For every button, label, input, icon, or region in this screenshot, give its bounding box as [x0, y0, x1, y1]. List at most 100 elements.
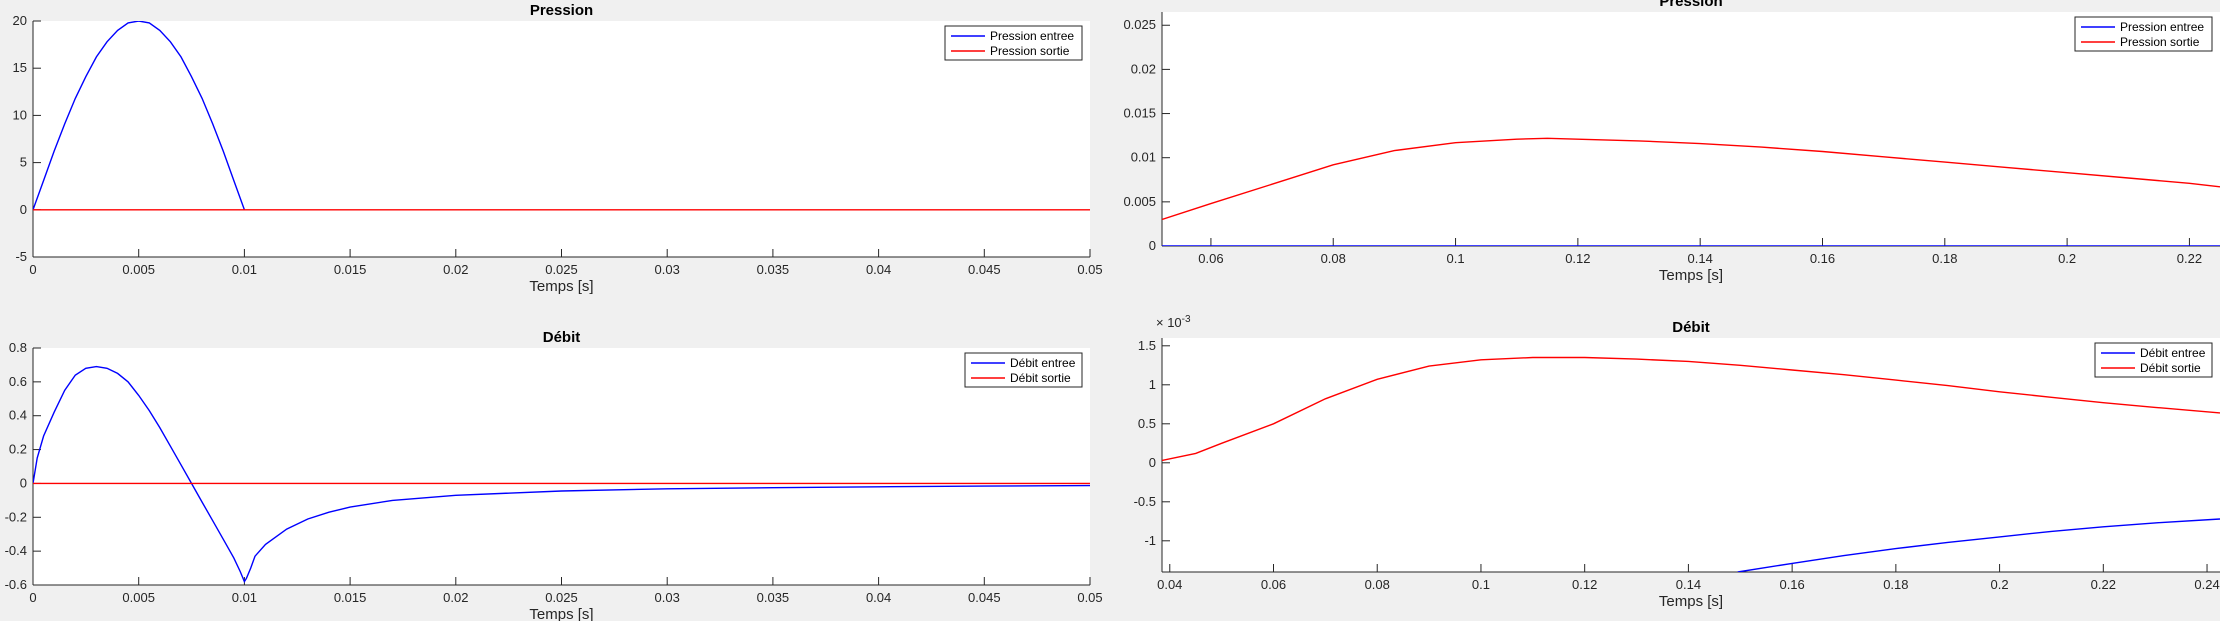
x-tick-label: 0.12: [1565, 251, 1590, 266]
x-tick-label: 0.01: [232, 590, 257, 605]
plot-area: [33, 348, 1090, 585]
x-tick-label: 0.14: [1676, 577, 1701, 592]
y-tick-label: 1: [1149, 377, 1156, 392]
x-tick-label: 0.035: [757, 262, 790, 277]
x-tick-label: 0.18: [1883, 577, 1908, 592]
x-tick-label: 0: [29, 590, 36, 605]
y-tick-label: 0.015: [1123, 106, 1156, 121]
y-tick-label: 0.005: [1123, 194, 1156, 209]
plot-area: [1162, 338, 2220, 572]
y-tick-label: 0.02: [1131, 61, 1156, 76]
x-tick-label: 0.16: [1810, 251, 1835, 266]
x-tick-label: 0.06: [1198, 251, 1223, 266]
series-line-1: [1737, 518, 2220, 572]
x-tick-label: 0.04: [1157, 577, 1182, 592]
x-tick-label: 0.1: [1472, 577, 1490, 592]
legend-entry: Pression entree: [2120, 20, 2204, 34]
y-tick-label: -0.5: [1134, 494, 1156, 509]
x-tick-label: 0.03: [655, 590, 680, 605]
x-tick-label: 0.08: [1321, 251, 1346, 266]
y-tick-label: -0.2: [5, 509, 27, 524]
x-tick-label: 0.025: [545, 262, 578, 277]
x-axis-label: Temps [s]: [529, 278, 593, 295]
y-tick-label: 5: [20, 155, 27, 170]
legend-entry: Débit sortie: [1010, 371, 1071, 385]
series-group: [1162, 356, 2220, 572]
x-tick-label: 0.22: [2091, 577, 2116, 592]
legend-box: [2094, 342, 2213, 378]
y-tick-label: 0.01: [1131, 150, 1156, 165]
y-tick-label: 1.5: [1138, 338, 1156, 353]
series-group: [1162, 137, 2220, 246]
x-tick-label: 0.2: [2058, 251, 2076, 266]
chart-title: Pression: [530, 2, 593, 19]
y-tick-label: 0.025: [1123, 17, 1156, 32]
subplot-3: Débit 0 0.005 0.01 0.015 0.02 0.025 0.03 0.035 0.…: [5, 329, 1103, 621]
x-tick-label: 0.02: [443, 590, 468, 605]
x-tick-label: 0.12: [1572, 577, 1597, 592]
legend-entry: Débit sortie: [2140, 361, 2201, 375]
y-tick-label: 0.2: [9, 442, 27, 457]
x-tick-label: 0.04: [866, 262, 891, 277]
chart-title: Pression: [1659, 0, 1722, 10]
y-tick-label: -0.4: [5, 543, 27, 558]
y-tick-label: 0.6: [9, 374, 27, 389]
x-tick-label: 0.22: [2177, 251, 2202, 266]
x-tick-label: 0.005: [122, 262, 155, 277]
chart-title: Débit: [1672, 319, 1710, 336]
legend-box: [944, 25, 1083, 61]
y-tick-label: 0: [1149, 455, 1156, 470]
y-tick-label: 0.4: [9, 408, 27, 423]
legend-entry: Pression sortie: [990, 44, 1070, 58]
y-tick-label: 0.5: [1138, 416, 1156, 431]
series-line-1: [33, 21, 246, 211]
x-tick-label: 0.14: [1688, 251, 1713, 266]
x-tick-label: 0.02: [443, 262, 468, 277]
legend-entry: Pression entree: [990, 29, 1074, 43]
legend-box: [964, 352, 1083, 388]
y-tick-label: 15: [13, 60, 27, 75]
x-tick-label: 0.03: [655, 262, 680, 277]
x-tick-label: 0.035: [757, 590, 790, 605]
y-tick-label: -0.6: [5, 577, 27, 592]
x-tick-label: 0.05: [1077, 262, 1102, 277]
x-axis-label: Temps [s]: [1659, 593, 1723, 610]
x-tick-label: 0.1: [1447, 251, 1465, 266]
x-tick-label: 0.08: [1365, 577, 1390, 592]
y-tick-label: 0: [20, 202, 27, 217]
subplot-1: Pression 0 0.005 0.01 0.015 0.02 0.025 0.03 0.03…: [13, 2, 1103, 295]
y-axis-multiplier: × 10-3: [1156, 314, 1191, 330]
chart-title: Débit: [543, 329, 581, 346]
legend-entry: Pression sortie: [2120, 35, 2200, 49]
subplot-2: Pression 0.06 0.08 0.1 0.12 0.14 0.16 0.18 0.2 0.…: [1123, 0, 2220, 284]
y-tick-label: 10: [13, 107, 27, 122]
x-tick-label: 0.015: [334, 262, 367, 277]
y-tick-label: -5: [15, 249, 27, 264]
x-tick-label: 0.045: [968, 262, 1001, 277]
y-tick-label: -1: [1144, 533, 1156, 548]
x-tick-label: 0.16: [1779, 577, 1804, 592]
series-line-2: [1162, 356, 2220, 462]
x-tick-label: 0.04: [866, 590, 891, 605]
x-tick-label: 0.005: [122, 590, 155, 605]
series-group: [33, 21, 1090, 211]
plot-area: [33, 21, 1090, 257]
x-tick-label: 0.05: [1077, 590, 1102, 605]
y-tick-label: 0: [20, 475, 27, 490]
x-tick-label: 0.24: [2194, 577, 2219, 592]
y-tick-label: 0.8: [9, 340, 27, 355]
x-tick-label: 0.045: [968, 590, 1001, 605]
plot-area: [1162, 12, 2220, 246]
x-axis-label: Temps [s]: [529, 606, 593, 621]
series-line-1: [33, 365, 1090, 584]
legend-box: [2074, 16, 2213, 52]
x-tick-label: 0.01: [232, 262, 257, 277]
legend-entry: Débit entree: [1010, 356, 1076, 370]
x-tick-label: 0.015: [334, 590, 367, 605]
legend-entry: Débit entree: [2140, 346, 2206, 360]
x-tick-label: 0.06: [1261, 577, 1286, 592]
